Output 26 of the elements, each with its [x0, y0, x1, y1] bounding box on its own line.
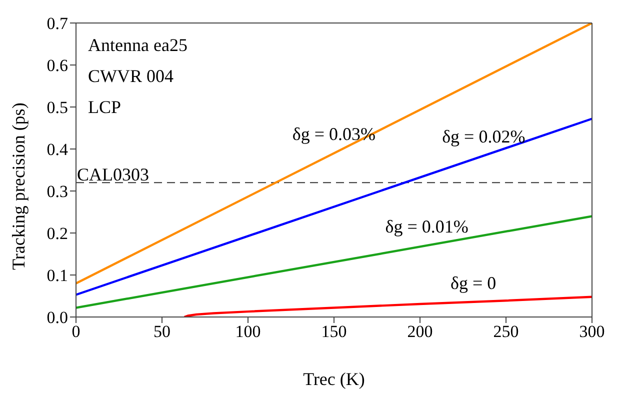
line-series — [183, 296, 592, 317]
y-tick-label: 0.7 — [46, 14, 68, 34]
y-tick-label: 0.6 — [46, 56, 68, 76]
x-tick-label: 300 — [579, 322, 605, 342]
x-tick-label: 100 — [235, 322, 261, 342]
y-tick-label: 0.1 — [46, 266, 68, 286]
y-tick-label: 0.4 — [46, 140, 68, 160]
x-tick-label: 250 — [493, 322, 519, 342]
series-label: δg = 0.02% — [442, 126, 526, 147]
y-tick-label: 0.3 — [46, 182, 68, 202]
x-tick-label: 150 — [321, 322, 347, 342]
annotation: CWVR 004 — [88, 65, 174, 88]
annotation: LCP — [88, 96, 122, 119]
ref-line-label: CAL0303 — [77, 164, 149, 184]
x-tick-label: 200 — [407, 322, 433, 342]
series-label: δg = 0.01% — [385, 216, 468, 236]
annotation: Antenna ea25 — [88, 34, 188, 57]
x-axis-title: Trec (K) — [303, 369, 365, 389]
x-tick-label: 0 — [72, 322, 80, 342]
x-tick-label: 50 — [154, 322, 170, 342]
series-label: δg = 0.03% — [292, 124, 376, 144]
y-tick-label: 0.0 — [46, 308, 68, 328]
y-tick-label: 0.5 — [46, 98, 68, 118]
series-label: δg = 0 — [450, 272, 496, 293]
y-axis-title: Tracking precision (ps) — [8, 102, 28, 270]
y-tick-label: 0.2 — [46, 224, 68, 244]
